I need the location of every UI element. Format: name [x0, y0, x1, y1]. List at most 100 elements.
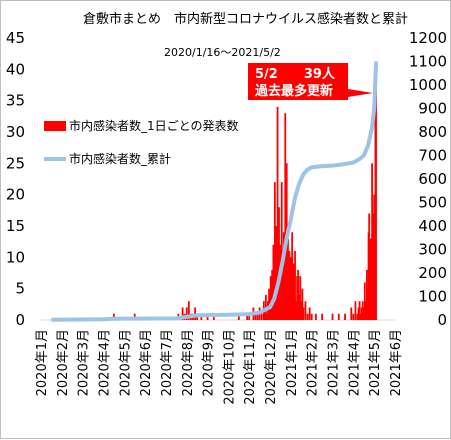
left-y-tick-label: 35: [6, 92, 25, 110]
x-tick-label: 2020年6月: [139, 329, 154, 396]
annotation-callout: [248, 63, 373, 100]
right-y-tick-label: 500: [418, 194, 447, 212]
daily-bar: [256, 313, 259, 320]
legend-label-cumulative: 市内感染者数_累計: [69, 151, 171, 166]
daily-bar: [269, 276, 272, 320]
daily-bar: [358, 301, 361, 320]
x-tick-label: 2020年1月: [35, 329, 50, 396]
annotation-line2: 過去最多更新: [254, 83, 333, 99]
daily-bar: [295, 301, 297, 320]
daily-bar: [306, 313, 309, 320]
daily-bar: [187, 301, 190, 320]
left-y-tick-label: 25: [6, 154, 25, 172]
x-tick-label: 2020年5月: [118, 329, 133, 396]
right-y-axis-ticks: 0 100 200 300 400 500 600 700 800 900 1000 1100 1200: [409, 29, 447, 329]
daily-bar: [275, 226, 278, 320]
x-tick-label: 2020年3月: [77, 329, 92, 396]
daily-bar: [300, 301, 303, 320]
daily-bar: [278, 207, 280, 320]
right-y-tick-label: 900: [418, 100, 447, 118]
daily-bar: [321, 313, 324, 320]
daily-bar: [246, 313, 249, 320]
x-axis-ticks: 2020年1月 2020年2月 2020年3月 2020年4月 2020年5月 2020年…: [35, 329, 404, 405]
daily-bar: [314, 313, 317, 320]
cumulative-line-layer: [51, 61, 379, 322]
daily-bar: [280, 182, 283, 320]
daily-bar: [181, 307, 184, 320]
right-y-tick-label: 200: [418, 264, 447, 282]
record-annotation: 5/2 39人 過去最多更新: [248, 63, 373, 100]
x-tick-label: 2020年2月: [56, 329, 71, 396]
left-y-axis-ticks: 0 5 10 15 20 25 30 35 40 45: [6, 29, 25, 329]
x-tick-label: 2021年3月: [327, 329, 342, 396]
x-tick-label: 2020年12月: [264, 329, 279, 405]
daily-bar: [359, 313, 362, 320]
right-y-tick-label: 100: [418, 288, 447, 306]
right-y-tick-label: 1000: [409, 76, 447, 94]
daily-bar: [364, 301, 367, 320]
daily-bar: [263, 307, 266, 320]
daily-bar: [284, 113, 287, 320]
x-tick-label: 2020年11月: [243, 329, 258, 405]
right-y-tick-label: 0: [437, 311, 447, 329]
right-y-tick-label: 700: [418, 147, 447, 165]
left-y-tick-label: 15: [6, 217, 25, 235]
daily-bar: [304, 301, 307, 320]
cumulative-series-line: [51, 61, 379, 322]
daily-bar: [308, 307, 311, 320]
x-tick-label: 2021年4月: [347, 329, 362, 396]
daily-bar: [365, 269, 368, 320]
x-tick-label: 2021年6月: [389, 329, 404, 396]
daily-bar: [350, 307, 353, 320]
daily-bar: [287, 238, 289, 320]
x-tick-label: 2021年2月: [306, 329, 321, 396]
left-y-tick-label: 5: [15, 280, 25, 298]
daily-bar: [237, 313, 240, 320]
daily-bar: [310, 313, 313, 320]
x-tick-label: 2021年1月: [285, 329, 300, 396]
daily-bar: [344, 313, 346, 320]
daily-bar: [301, 288, 304, 320]
daily-bar: [298, 294, 301, 320]
daily-bar: [356, 313, 359, 320]
right-y-tick-label: 800: [418, 123, 447, 141]
daily-bar: [360, 307, 363, 320]
x-tick-label: 2020年10月: [222, 329, 237, 405]
chart-title: 倉敷市まとめ 市内新型コロナウイルス感染者数と累計: [83, 11, 408, 27]
right-y-tick-label: 300: [418, 241, 447, 259]
daily-bar: [291, 232, 294, 320]
x-tick-label: 2020年9月: [202, 329, 217, 396]
daily-bar: [267, 301, 269, 320]
left-y-tick-label: 30: [6, 123, 25, 141]
annotation-line1: 5/2 39人: [255, 66, 336, 82]
left-y-tick-label: 40: [6, 60, 25, 78]
daily-bar: [302, 307, 305, 320]
daily-bar: [297, 269, 300, 320]
daily-bar: [276, 106, 279, 320]
x-tick-label: 2020年4月: [97, 329, 112, 396]
left-y-tick-label: 0: [15, 311, 25, 329]
left-y-tick-label: 20: [6, 186, 25, 204]
daily-bar: [279, 244, 282, 320]
daily-bar: [260, 313, 263, 320]
daily-bar: [294, 251, 296, 320]
daily-bar: [185, 307, 188, 320]
right-y-tick-label: 600: [418, 170, 447, 188]
chart-subtitle: 2020/1/16～2021/5/2: [164, 46, 281, 59]
daily-bar: [352, 313, 355, 320]
daily-bar: [282, 232, 285, 320]
daily-bars: [112, 75, 377, 320]
daily-bar: [354, 301, 357, 320]
daily-bar: [248, 313, 251, 320]
daily-bar: [357, 307, 360, 320]
right-y-tick-label: 1200: [409, 29, 447, 47]
legend-label-daily: 市内感染者数_1日ごとの発表数: [69, 118, 239, 133]
daily-bar: [299, 276, 302, 320]
x-tick-label: 2020年8月: [181, 329, 196, 396]
right-y-tick-label: 1100: [409, 53, 447, 71]
daily-bar: [268, 288, 270, 320]
right-y-tick-label: 400: [418, 217, 447, 235]
legend: 市内感染者数_1日ごとの発表数 市内感染者数_累計: [44, 118, 239, 166]
